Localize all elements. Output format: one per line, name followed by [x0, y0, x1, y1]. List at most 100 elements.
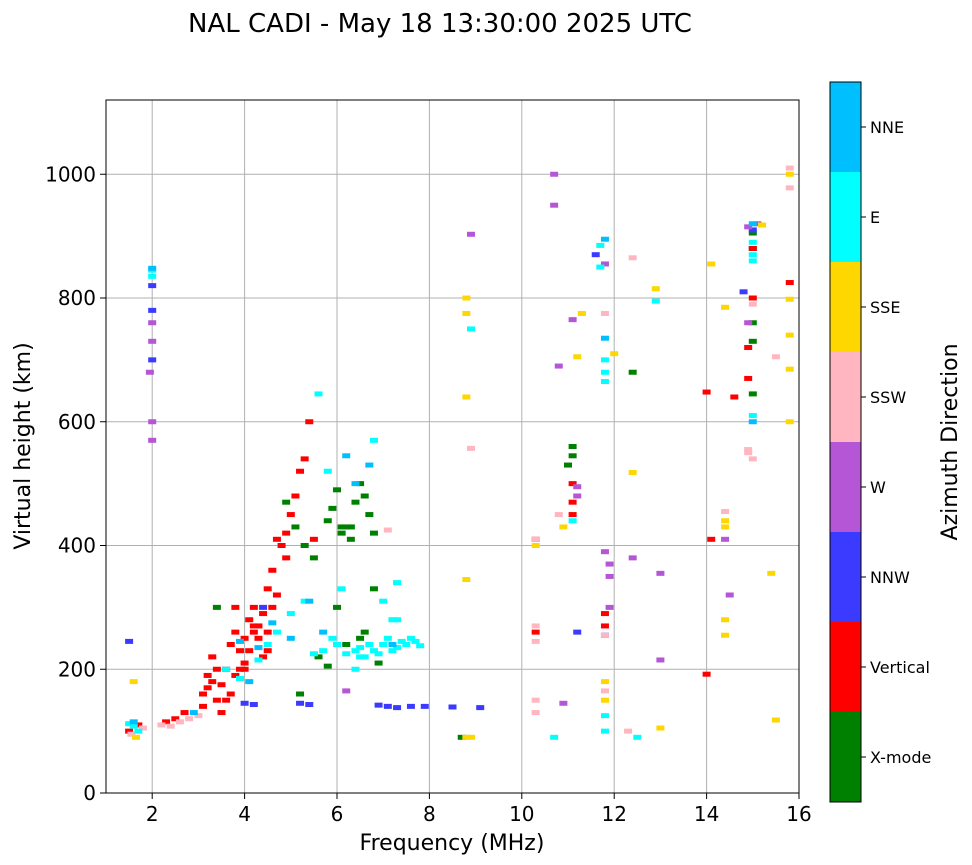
point-vertical	[268, 605, 276, 610]
y-tick-label: 400	[58, 534, 96, 558]
point-sse	[559, 524, 567, 529]
point-x-mode	[569, 453, 577, 458]
point-x-mode	[569, 444, 577, 449]
point-nne	[268, 620, 276, 625]
point-w	[555, 364, 563, 369]
point-nnw	[259, 605, 267, 610]
point-x-mode	[301, 543, 309, 548]
point-vertical	[744, 376, 752, 381]
point-sse	[573, 354, 581, 359]
point-nnw	[125, 639, 133, 644]
point-e	[749, 413, 757, 418]
point-ssw	[744, 450, 752, 455]
point-nnw	[148, 308, 156, 313]
point-vertical	[749, 296, 757, 301]
point-sse	[721, 524, 729, 529]
colorbar-segment	[830, 712, 861, 802]
point-w	[656, 657, 664, 662]
point-vertical	[569, 512, 577, 517]
point-nne	[130, 719, 138, 724]
point-e	[601, 370, 609, 375]
point-x-mode	[310, 555, 318, 560]
point-vertical	[264, 586, 272, 591]
colorbar-tick-label: Vertical	[870, 658, 930, 677]
point-sse	[462, 311, 470, 316]
colorbar-segment	[830, 172, 861, 262]
point-ssw	[601, 688, 609, 693]
point-sse	[629, 470, 637, 475]
point-e	[356, 654, 364, 659]
point-x-mode	[213, 605, 221, 610]
point-vertical	[204, 685, 212, 690]
point-vertical	[301, 456, 309, 461]
point-w	[550, 203, 558, 208]
point-nne	[388, 642, 396, 647]
point-vertical	[296, 469, 304, 474]
point-w	[656, 571, 664, 576]
point-w	[573, 494, 581, 499]
point-nnw	[375, 703, 383, 708]
point-e	[254, 657, 262, 662]
point-ssw	[384, 528, 392, 533]
x-tick-label: 10	[509, 802, 534, 826]
point-vertical	[218, 682, 226, 687]
y-tick-label: 600	[58, 410, 96, 434]
point-sse	[707, 261, 715, 266]
point-e	[393, 617, 401, 622]
point-ssw	[624, 729, 632, 734]
point-nnw	[449, 704, 457, 709]
colorbar-segment	[830, 262, 861, 352]
point-x-mode	[342, 642, 350, 647]
point-nne	[245, 679, 253, 684]
point-nne	[342, 453, 350, 458]
point-w	[467, 232, 475, 237]
point-x-mode	[338, 524, 346, 529]
point-w	[744, 320, 752, 325]
point-nnw	[241, 701, 249, 706]
point-e	[148, 274, 156, 279]
point-nnw	[148, 283, 156, 288]
colorbar-segment	[830, 82, 861, 172]
colorbar-segment	[830, 532, 861, 622]
colorbar-tick-label: SSW	[870, 388, 906, 407]
point-x-mode	[333, 487, 341, 492]
colorbar-label: Azimuth Direction	[938, 343, 963, 540]
point-vertical	[218, 710, 226, 715]
point-x-mode	[328, 506, 336, 511]
point-e	[601, 713, 609, 718]
point-e	[315, 391, 323, 396]
point-vertical	[264, 648, 272, 653]
x-tick-label: 2	[146, 802, 159, 826]
y-axis-ticks: 0 200 400 600 800 1000	[45, 162, 106, 805]
point-ssw	[749, 456, 757, 461]
point-x-mode	[370, 531, 378, 536]
point-x-mode	[347, 524, 355, 529]
point-vertical	[282, 531, 290, 536]
point-vertical	[749, 246, 757, 251]
point-ssw	[532, 623, 540, 628]
point-e	[601, 357, 609, 362]
point-w	[606, 574, 614, 579]
point-vertical	[254, 636, 262, 641]
x-tick-label: 12	[601, 802, 626, 826]
y-tick-label: 1000	[45, 162, 96, 186]
point-ssw	[749, 302, 757, 307]
point-sse	[786, 297, 794, 302]
point-vertical	[707, 537, 715, 542]
point-e	[236, 676, 244, 681]
x-axis-ticks: 2 4 6 8 10 12 14 16	[146, 793, 812, 826]
point-sse	[786, 419, 794, 424]
point-e	[569, 518, 577, 523]
point-nnw	[305, 702, 313, 707]
point-vertical	[273, 537, 281, 542]
point-vertical	[199, 704, 207, 709]
point-vertical	[208, 654, 216, 659]
point-vertical	[208, 679, 216, 684]
point-e	[287, 611, 295, 616]
point-e	[652, 299, 660, 304]
point-sse	[462, 577, 470, 582]
point-nnw	[393, 705, 401, 710]
point-nnw	[296, 701, 304, 706]
point-ssw	[176, 719, 184, 724]
point-e	[601, 379, 609, 384]
